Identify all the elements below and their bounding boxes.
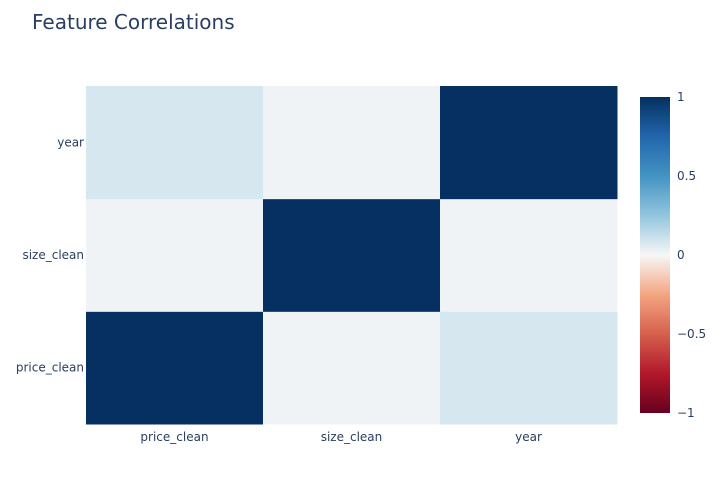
colorbar-tick-label: −0.5 — [677, 327, 706, 341]
chart-title: Feature Correlations — [32, 10, 235, 34]
x-tick-label: size_clean — [321, 430, 383, 444]
heatmap-cell-size_clean-price_clean[interactable] — [86, 198, 264, 312]
heatmap-cell-price_clean-price_clean[interactable] — [86, 311, 264, 425]
heatmap-cells — [86, 86, 618, 425]
heatmap-cell-size_clean-size_clean[interactable] — [263, 198, 441, 312]
heatmap-cell-year-size_clean[interactable] — [263, 86, 441, 200]
y-axis-ticks: price_clean size_clean year — [16, 135, 84, 374]
heatmap-cell-year-price_clean[interactable] — [86, 86, 264, 200]
y-tick-label: size_clean — [22, 248, 84, 262]
heatmap-cell-size_clean-year[interactable] — [440, 198, 618, 312]
y-tick-label: year — [57, 135, 84, 149]
colorbar-tick-label: 1 — [677, 90, 685, 104]
x-axis-ticks: price_clean size_clean year — [140, 430, 542, 444]
x-tick-label: year — [515, 430, 542, 444]
colorbar — [640, 97, 670, 413]
heatmap-cell-year-year[interactable] — [440, 86, 618, 200]
colorbar-tick-label: −1 — [677, 406, 695, 420]
colorbar-tick-label: 0 — [677, 248, 685, 262]
x-tick-label: price_clean — [140, 430, 208, 444]
colorbar-ticks: 1 0.5 0 −0.5 −1 — [677, 90, 706, 420]
y-tick-label: price_clean — [16, 361, 84, 375]
colorbar-tick-label: 0.5 — [677, 169, 696, 183]
heatmap-cell-price_clean-year[interactable] — [440, 311, 618, 425]
heatmap-cell-price_clean-size_clean[interactable] — [263, 311, 441, 425]
